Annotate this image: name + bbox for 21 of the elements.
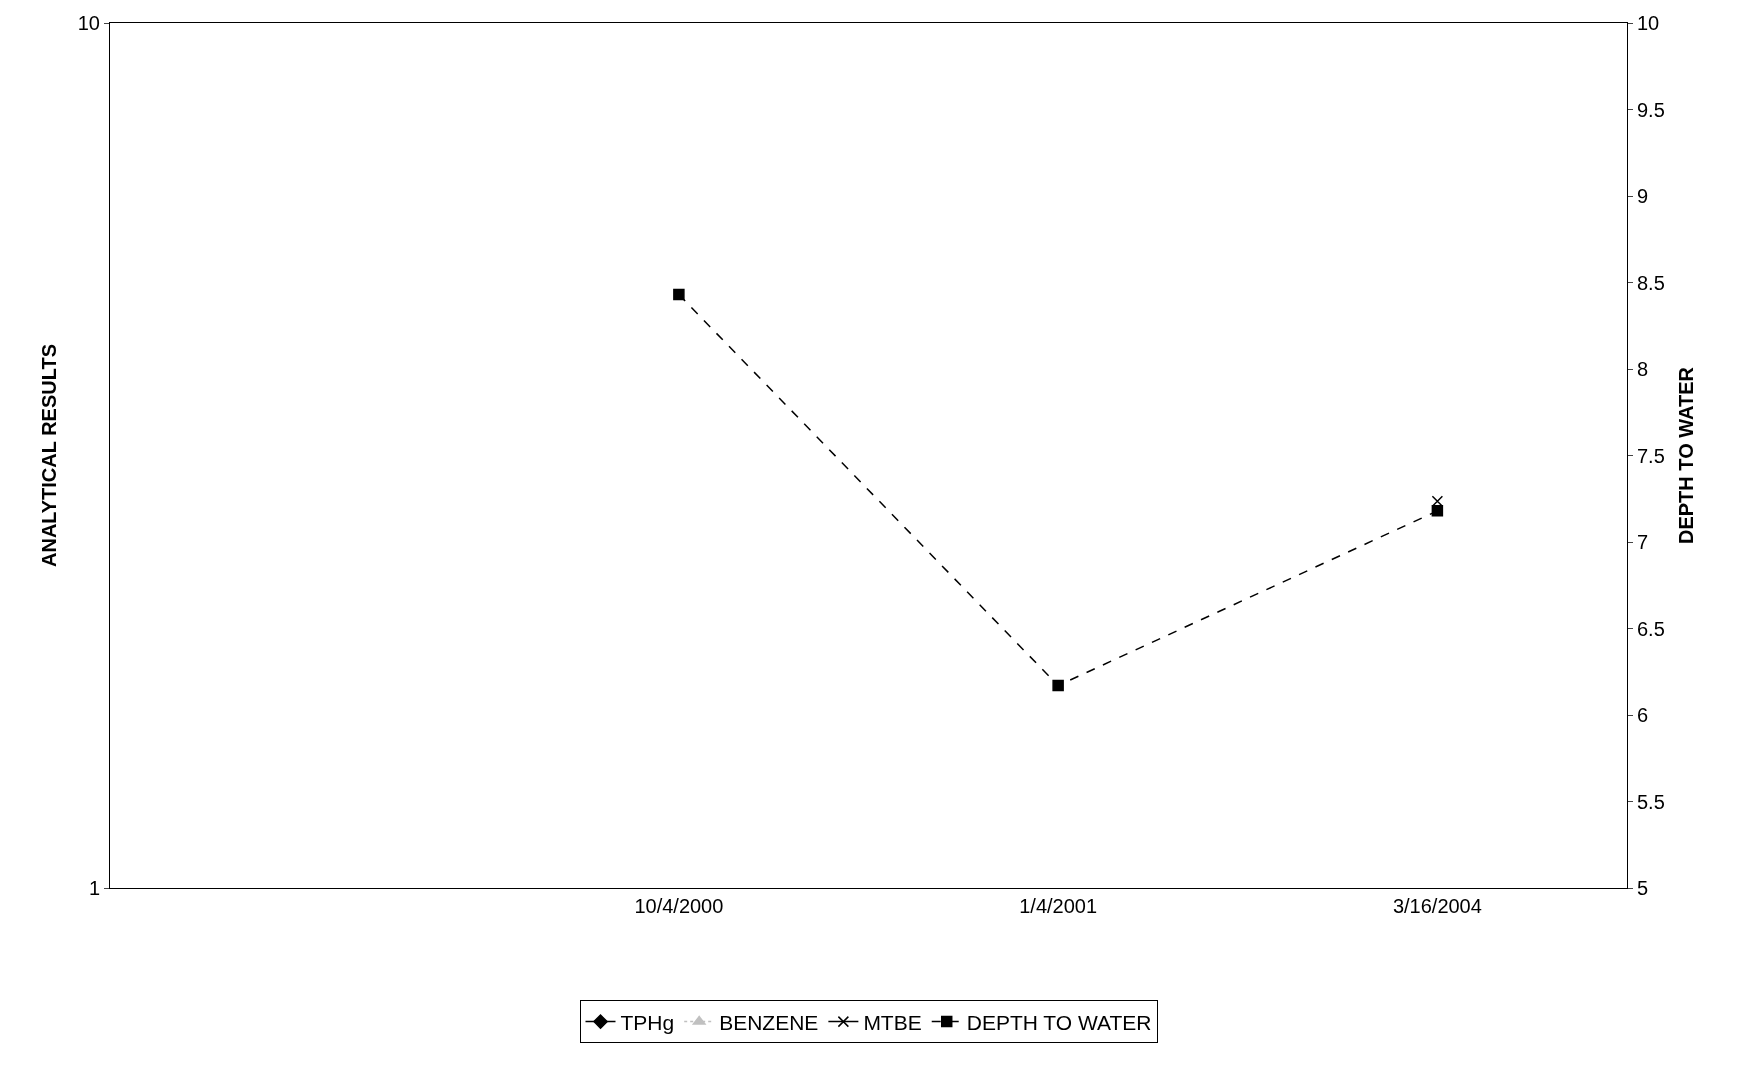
x-tick-label: 1/4/2001: [1019, 895, 1098, 917]
y2-tick-label: 8: [1637, 358, 1649, 380]
y-axis-title: ANALYTICAL RESULTS: [38, 344, 61, 567]
y2-tick-label: 9: [1637, 185, 1649, 207]
y2-tick-label: 10: [1637, 12, 1660, 34]
legend-label: MTBE: [863, 1010, 922, 1034]
y2-tick-label: 6.5: [1637, 617, 1665, 640]
y2-tick-label: 5: [1637, 877, 1649, 899]
legend-label: TPHg: [620, 1010, 675, 1034]
legend-label: DEPTH TO WATER: [966, 1010, 1152, 1034]
y2-tick-label: 5.5: [1637, 790, 1665, 813]
y2-tick-label: 9.5: [1637, 98, 1665, 121]
y-tick-label: 1: [88, 877, 100, 899]
y2-tick-label: 7.5: [1637, 444, 1665, 467]
y2-tick-label: 8.5: [1637, 271, 1665, 294]
x-tick-label: 3/16/2004: [1392, 895, 1482, 917]
y2-tick-label: 7: [1637, 531, 1649, 553]
y2-tick-label: 6: [1637, 704, 1649, 726]
legend-label: BENZENE: [719, 1010, 819, 1034]
y2-axis-title: DEPTH TO WATER: [1675, 366, 1698, 545]
x-tick-label: 10/4/2000: [634, 895, 724, 917]
